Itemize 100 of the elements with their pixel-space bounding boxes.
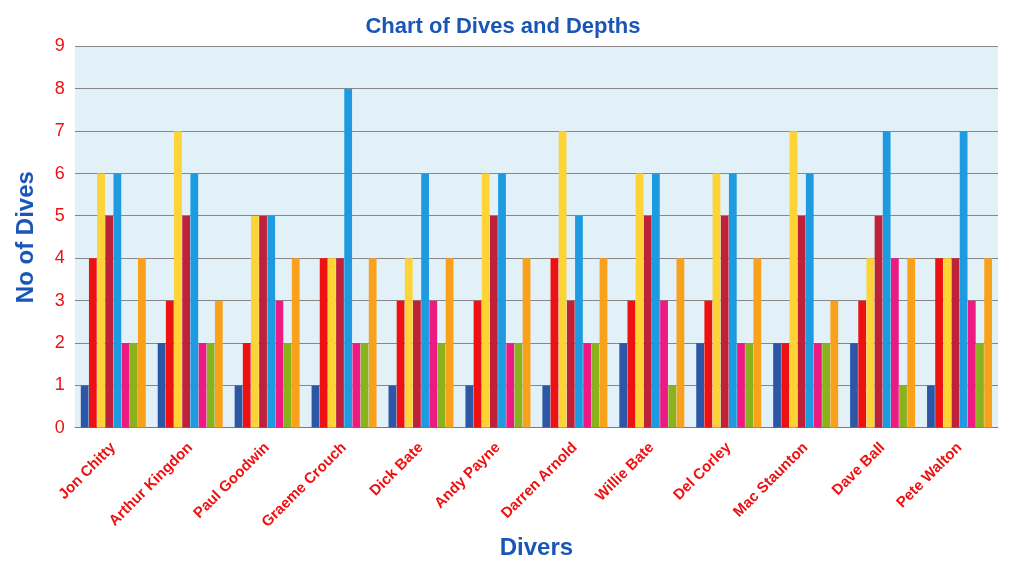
bar [814,343,822,428]
bar [291,258,300,428]
bar [550,258,559,428]
bar [473,300,482,428]
bar [907,258,916,428]
bar [660,300,668,428]
bar [935,258,943,428]
bar [668,385,677,428]
bar [174,131,182,428]
bar [396,300,405,428]
bar [198,343,207,428]
bar [737,343,745,428]
bar [704,300,713,428]
y-tick-label: 0 [54,416,65,437]
y-tick-label: 2 [54,332,65,353]
bar [404,258,413,428]
bar [113,173,122,428]
bar [368,258,377,428]
bar [336,258,344,428]
bar [781,343,790,428]
y-tick-label: 5 [54,204,65,225]
y-axis-title: No of Dives [11,171,39,304]
bar [927,385,935,428]
bar [575,215,583,428]
bar [822,343,830,428]
bar [481,173,490,428]
bar [429,300,438,428]
bar [206,343,215,428]
y-tick-label: 6 [54,162,65,183]
bar [830,300,839,428]
x-axis-title: Divers [499,533,574,561]
bar [97,173,105,428]
bar [712,173,721,428]
bar [850,343,858,428]
bar [105,215,114,428]
bar [352,343,361,428]
bar [899,385,907,428]
y-tick-label: 4 [54,247,65,268]
bar [259,215,267,428]
bar [959,131,968,428]
bar [506,343,515,428]
bar [445,258,454,428]
y-tick-label: 8 [54,77,65,98]
y-tick-label: 7 [54,120,65,141]
bar [720,215,729,428]
bar [251,215,259,428]
bar [967,300,976,428]
bar [882,131,891,428]
bar [514,343,523,428]
bar [728,173,737,428]
bar [773,343,781,428]
bar [943,258,952,428]
bar [121,343,130,428]
bar [465,385,474,428]
bar [984,258,993,428]
bar [619,343,628,428]
bar [627,300,636,428]
bar [344,88,353,428]
bar [283,343,292,428]
bar [129,343,138,428]
bar [874,215,883,428]
bar [214,300,223,428]
bar [421,173,429,428]
bar [591,343,600,428]
bar [437,343,446,428]
bar [789,131,798,428]
bar [643,215,652,428]
bar [583,343,592,428]
bar [242,343,251,428]
bar [275,300,284,428]
bar [157,343,166,428]
bar [522,258,531,428]
bar [566,300,575,428]
bar [327,258,336,428]
bar [190,173,199,428]
bar [542,385,551,428]
bar [696,343,705,428]
bar [182,215,191,428]
bar [498,173,506,428]
bar [890,258,899,428]
bar [558,131,567,428]
bar [797,215,806,428]
bar [319,258,328,428]
bar [976,343,984,428]
bar [676,258,685,428]
chart-title: Chart of Dives and Depths [365,13,641,39]
bar [360,343,369,428]
bar [413,300,421,428]
bar [805,173,814,428]
bar [866,258,875,428]
bar [489,215,498,428]
y-tick-label: 3 [54,289,65,310]
bar [858,300,867,428]
y-tick-label: 9 [54,35,65,56]
bar [80,385,89,428]
y-tick-label: 1 [54,374,65,395]
bar [753,258,762,428]
bar [267,215,276,428]
bar [138,258,146,428]
bar [88,258,97,428]
